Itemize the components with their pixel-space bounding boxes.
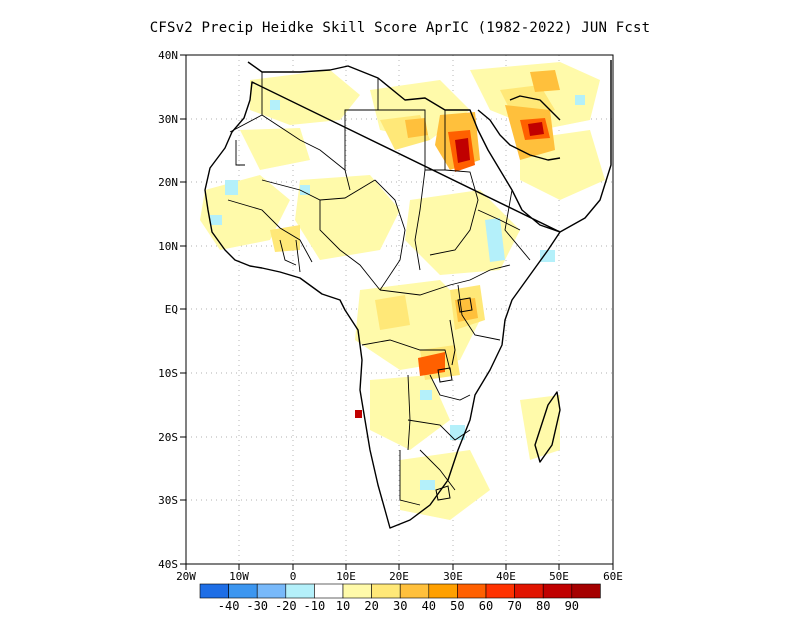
colorbar-swatch [485,583,515,599]
lon-label: 20E [389,570,409,583]
lon-label: 30E [443,570,463,583]
colorbar-swatch [256,583,287,599]
country-borders [227,72,531,506]
colorbar-label: 40 [422,599,436,613]
lat-labels: 40N 30N 20N 10N EQ 10S 20S 30S 40S [158,49,178,571]
coastlines [204,60,612,529]
colorbar-label: 90 [565,599,579,613]
lat-label: 30S [158,494,178,507]
colorbar-label: 10 [336,599,350,613]
colorbar-swatch [428,583,458,599]
colorbar-label: 80 [536,599,550,613]
colorbar-label: 70 [507,599,521,613]
colorbar-swatch [399,583,430,599]
colorbar-label: 60 [479,599,493,613]
colorbar-swatch [285,583,315,599]
colorbar-swatch [314,583,344,599]
skill-80-patches [355,122,544,418]
lon-label: 10E [336,570,356,583]
lat-label: 10N [158,240,178,253]
lon-labels: 20W 10W 0 10E 20E 30E 40E 50E 60E [176,570,623,583]
lon-label: 10W [229,570,249,583]
lat-label: 20S [158,431,178,444]
axis-ticks [180,54,614,570]
lat-label: 30N [158,113,178,126]
lat-label: 20N [158,176,178,189]
lat-label: 10S [158,367,178,380]
colorbar [199,583,601,599]
lon-label: 0 [290,570,297,583]
colorbar-swatch [371,583,401,599]
colorbar-label: 20 [364,599,378,613]
lon-label: 40E [496,570,516,583]
chart-title: CFSv2 Precip Heidke Skill Score AprIC (1… [149,20,651,36]
colorbar-swatch [228,583,258,599]
colorbar-label: -20 [275,599,297,613]
colorbar-swatch [542,583,573,599]
colorbar-label: 30 [393,599,407,613]
colorbar-swatch [571,583,601,599]
colorbar-labels: -40 -30 -20 -10 10 20 30 40 50 60 70 80 90 [218,599,579,613]
lon-label: 20W [176,570,196,583]
colorbar-label: 50 [450,599,464,613]
lat-label: 40S [158,558,178,571]
lakes [435,297,473,501]
lat-label: EQ [165,303,178,316]
colorbar-swatch [514,583,544,599]
colorbar-label: -10 [304,599,326,613]
colorbar-swatch [342,583,372,599]
colorbar-swatch [457,583,487,599]
lon-label: 50E [549,570,569,583]
colorbar-label: -40 [218,599,240,613]
colorbar-swatch [199,583,229,599]
lon-label: 60E [603,570,623,583]
colorbar-label: -30 [246,599,268,613]
lat-label: 40N [158,49,178,62]
